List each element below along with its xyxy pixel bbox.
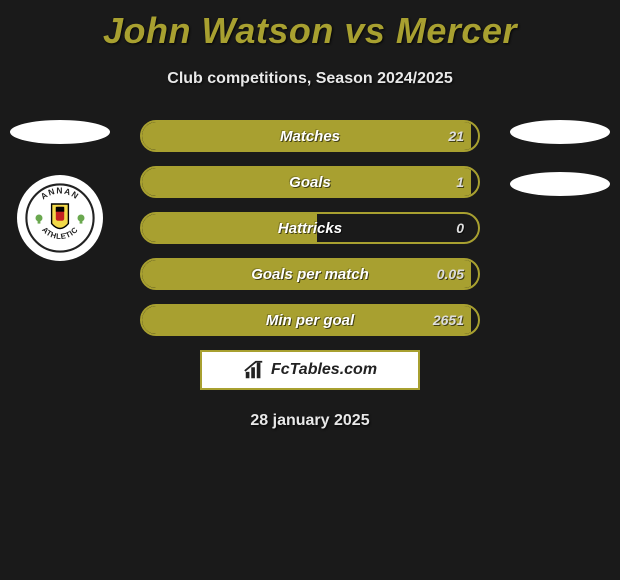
stat-label: Matches: [142, 122, 478, 150]
stat-value: 1: [456, 168, 464, 196]
page-title: John Watson vs Mercer: [0, 0, 620, 52]
player-photo-placeholder-left: [10, 120, 110, 144]
stat-value: 21: [448, 122, 464, 150]
stat-label: Hattricks: [142, 214, 478, 242]
brand-label: FcTables.com: [271, 361, 377, 379]
stat-rows: Matches21 Goals1 Hattricks0 Goals per match…: [140, 120, 480, 336]
stat-row: Min per goal2651: [140, 304, 480, 336]
stat-row: Goals1: [140, 166, 480, 198]
comparison-panel: ANNAN ATHLETIC Matches21Goals1Hattricks0…: [0, 120, 620, 430]
stat-label: Goals per match: [142, 260, 478, 288]
player-photo-placeholder-right: [510, 120, 610, 144]
page-subtitle: Club competitions, Season 2024/2025: [0, 70, 620, 88]
stat-row: Goals per match0.05: [140, 258, 480, 290]
stat-value: 2651: [433, 306, 464, 334]
snapshot-date: 28 january 2025: [0, 412, 620, 430]
annan-athletic-crest-icon: ANNAN ATHLETIC: [25, 183, 95, 253]
stat-row: Matches21: [140, 120, 480, 152]
stat-value: 0: [456, 214, 464, 242]
stat-row: Hattricks0: [140, 212, 480, 244]
club-badge-left: ANNAN ATHLETIC: [17, 175, 103, 261]
brand-box[interactable]: FcTables.com: [200, 350, 420, 390]
club-badge-placeholder-right: [510, 172, 610, 196]
stat-label: Goals: [142, 168, 478, 196]
bar-chart-icon: [243, 359, 265, 381]
stat-value: 0.05: [437, 260, 464, 288]
stat-label: Min per goal: [142, 306, 478, 334]
